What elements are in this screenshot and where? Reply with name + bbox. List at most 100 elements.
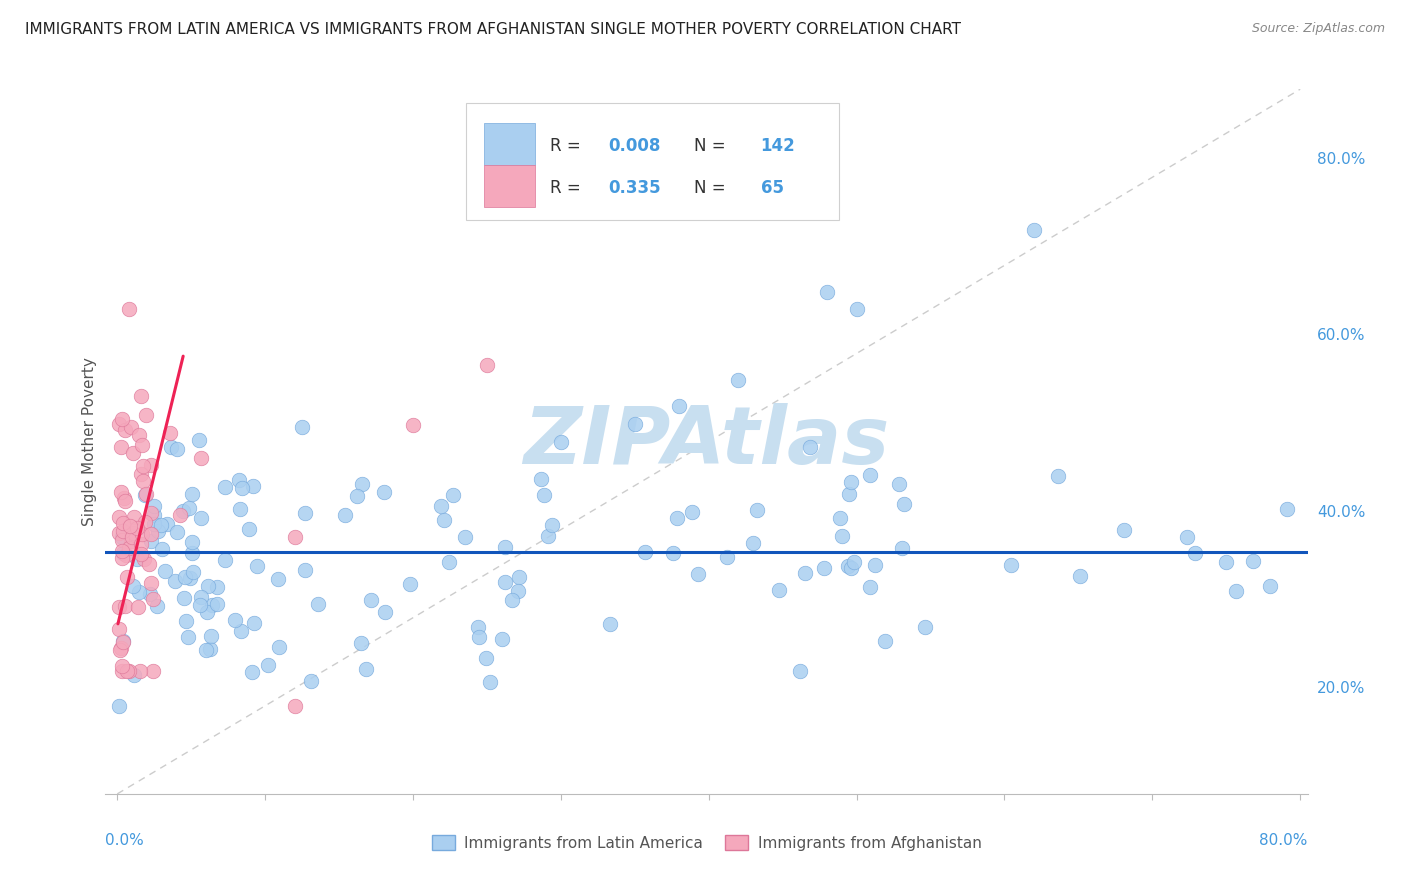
Point [228, 473, 250, 487]
Point [865, 558, 887, 572]
Text: R =: R = [550, 179, 586, 197]
Point [173, 569, 195, 583]
Point [122, 579, 145, 593]
Point [246, 559, 269, 574]
Point [142, 516, 165, 531]
Point [117, 664, 139, 678]
Point [150, 541, 173, 556]
Point [146, 599, 169, 614]
Point [111, 546, 134, 560]
Text: 80.0%: 80.0% [1317, 153, 1365, 167]
Text: N =: N = [695, 179, 731, 197]
Point [1184, 546, 1206, 560]
Point [686, 566, 709, 581]
Point [135, 487, 157, 501]
Point [159, 425, 181, 440]
Point [813, 561, 835, 575]
Point [467, 620, 489, 634]
Point [112, 516, 135, 531]
Point [437, 555, 460, 569]
Text: 0.335: 0.335 [607, 179, 661, 197]
Point [890, 541, 912, 556]
Point [243, 616, 266, 631]
Point [229, 624, 252, 638]
Point [838, 487, 860, 501]
Point [108, 698, 131, 713]
Text: 0.0%: 0.0% [105, 832, 145, 847]
Point [1258, 579, 1281, 593]
Text: 0.008: 0.008 [607, 136, 661, 154]
Point [127, 552, 149, 566]
Point [169, 508, 191, 522]
Point [134, 515, 156, 529]
Point [257, 657, 280, 672]
Point [111, 544, 134, 558]
Point [141, 575, 163, 590]
Point [454, 530, 477, 544]
Point [114, 599, 136, 613]
Point [111, 664, 134, 678]
Point [131, 438, 153, 452]
Point [1069, 568, 1091, 582]
Point [830, 510, 852, 524]
Point [468, 630, 491, 644]
Point [205, 598, 228, 612]
Point [142, 664, 165, 678]
Point [373, 484, 395, 499]
Point [107, 526, 129, 541]
Point [156, 517, 179, 532]
Point [844, 555, 866, 569]
Point [1000, 558, 1022, 572]
Point [665, 510, 688, 524]
Point [179, 571, 201, 585]
Point [163, 574, 186, 588]
Point [474, 651, 496, 665]
Point [111, 659, 134, 673]
Text: ZIPAtlas: ZIPAtlas [523, 402, 890, 481]
Point [662, 546, 685, 560]
Point [111, 550, 134, 565]
Point [914, 619, 936, 633]
Point [634, 545, 657, 559]
Point [550, 434, 572, 449]
Point [138, 557, 160, 571]
Point [112, 524, 135, 538]
Point [799, 440, 821, 454]
Point [1112, 523, 1135, 537]
Point [859, 580, 882, 594]
Point [142, 591, 165, 606]
Point [131, 527, 153, 541]
Point [745, 503, 768, 517]
Point [727, 373, 749, 387]
Point [299, 673, 322, 688]
Text: 65: 65 [761, 179, 783, 197]
Point [190, 511, 212, 525]
Point [346, 490, 368, 504]
Point [139, 527, 162, 541]
Point [599, 617, 621, 632]
Point [1022, 223, 1045, 237]
Point [198, 642, 221, 657]
Text: 60.0%: 60.0% [1317, 328, 1365, 343]
Point [118, 664, 141, 678]
Point [1177, 530, 1199, 544]
Point [794, 566, 817, 580]
Point [716, 550, 738, 565]
Point [224, 613, 246, 627]
Point [128, 428, 150, 442]
Point [122, 526, 145, 541]
Point [190, 450, 212, 465]
Point [128, 585, 150, 599]
Point [1225, 583, 1247, 598]
Point [120, 420, 142, 434]
Point [180, 535, 202, 549]
Point [479, 675, 502, 690]
Point [399, 576, 422, 591]
Point [150, 517, 173, 532]
Point [111, 634, 134, 648]
Point [350, 636, 373, 650]
Point [181, 565, 204, 579]
Point [201, 598, 224, 612]
Point [110, 440, 132, 454]
Point [508, 569, 530, 583]
